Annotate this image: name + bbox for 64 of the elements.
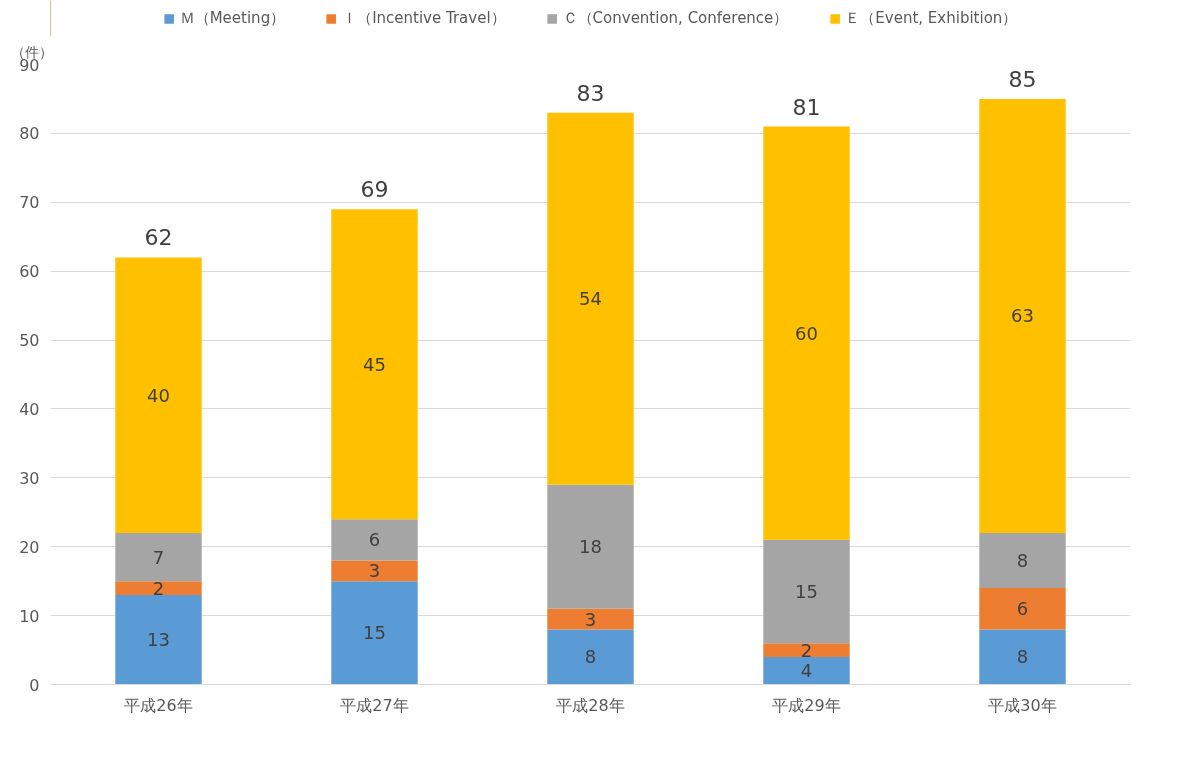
y-tick-label: 70 bbox=[19, 193, 40, 213]
bar bbox=[547, 608, 634, 630]
x-tick-label: 平成26年 bbox=[124, 695, 193, 715]
data-label: 3 bbox=[368, 560, 381, 582]
bar bbox=[547, 484, 634, 609]
bar bbox=[331, 581, 418, 685]
data-label: 7 bbox=[152, 546, 165, 568]
data-label: 18 bbox=[579, 536, 602, 558]
bar bbox=[979, 588, 1066, 630]
bar bbox=[979, 532, 1066, 589]
y-tick-label: 0 bbox=[29, 675, 40, 695]
y-tick-label: 50 bbox=[19, 331, 40, 351]
data-label: 63 bbox=[1011, 305, 1034, 327]
y-tick-label: 10 bbox=[19, 606, 40, 626]
bar bbox=[763, 656, 850, 685]
bar bbox=[331, 209, 418, 520]
bar bbox=[115, 594, 202, 685]
bar bbox=[115, 532, 202, 582]
data-label: 13 bbox=[147, 629, 170, 651]
total-label: 81 bbox=[792, 94, 821, 120]
total-label: 83 bbox=[576, 80, 605, 106]
data-label: 15 bbox=[363, 622, 386, 644]
bar bbox=[979, 98, 1066, 533]
bar bbox=[763, 126, 850, 540]
data-label: 3 bbox=[584, 608, 597, 630]
x-tick-label: 平成28年 bbox=[556, 695, 625, 715]
data-label: 15 bbox=[795, 581, 818, 602]
data-label: 8 bbox=[1016, 550, 1029, 571]
x-tick-label: 平成27年 bbox=[340, 695, 409, 715]
data-label: 54 bbox=[579, 288, 602, 310]
legend-label: Ｉ（Incentive Travel） bbox=[342, 8, 506, 28]
data-label: 40 bbox=[147, 384, 170, 406]
y-tick-label: 40 bbox=[19, 399, 40, 419]
y-axis-title: （件） bbox=[10, 43, 53, 60]
bar bbox=[547, 629, 634, 685]
bar bbox=[115, 257, 202, 533]
total-label: 62 bbox=[144, 225, 173, 251]
y-tick-label: 20 bbox=[19, 537, 40, 557]
data-label: 2 bbox=[152, 577, 165, 599]
legend-label: Ｅ（Event, Exhibition） bbox=[845, 8, 1018, 28]
data-label: 2 bbox=[800, 639, 813, 661]
bar bbox=[979, 629, 1066, 685]
data-label: 45 bbox=[363, 353, 386, 375]
total-label: 69 bbox=[360, 177, 389, 203]
bar bbox=[115, 581, 202, 595]
data-label: 4 bbox=[800, 660, 813, 682]
bar bbox=[547, 112, 634, 485]
y-tick-label: 30 bbox=[19, 468, 40, 488]
legend-label: Ｃ（Convention, Conference） bbox=[562, 8, 789, 28]
data-label: 8 bbox=[584, 646, 597, 668]
bar bbox=[763, 539, 850, 644]
data-label: 60 bbox=[795, 322, 818, 344]
y-tick-label: 60 bbox=[19, 262, 40, 282]
data-label: 6 bbox=[1016, 598, 1029, 620]
bar bbox=[331, 560, 418, 582]
bar bbox=[763, 643, 850, 657]
legend-label: Ｍ（Meeting） bbox=[179, 8, 286, 28]
total-label: 85 bbox=[1008, 66, 1037, 92]
y-tick-label: 80 bbox=[19, 124, 40, 144]
x-tick-label: 平成30年 bbox=[988, 695, 1057, 715]
data-label: 6 bbox=[368, 529, 381, 551]
x-tick-label: 平成29年 bbox=[772, 695, 841, 715]
bar bbox=[331, 519, 418, 561]
data-label: 8 bbox=[1016, 646, 1029, 668]
